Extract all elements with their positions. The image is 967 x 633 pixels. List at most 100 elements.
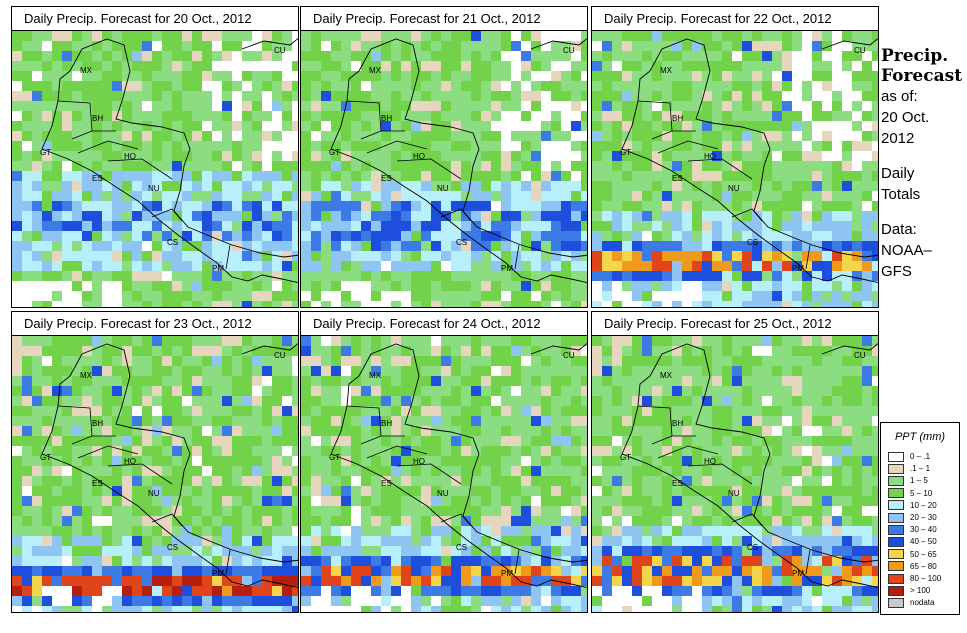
legend-swatch <box>888 488 904 499</box>
map-label-nu: NU <box>437 489 449 498</box>
legend-item: 40 – 50 <box>888 536 937 547</box>
map-label-nu: NU <box>148 184 160 193</box>
legend-label: 10 – 20 <box>910 500 937 510</box>
map-label-cu: CU <box>854 46 866 55</box>
legend-label: 50 – 65 <box>910 549 937 559</box>
sidebar-asof-1: as of: <box>881 88 918 105</box>
map-label-gt: GT <box>620 148 631 157</box>
map-label-cu: CU <box>563 351 575 360</box>
legend-swatch <box>888 463 904 474</box>
map-label-ho: HO <box>704 457 716 466</box>
legend-swatch <box>888 561 904 572</box>
map-label-cu: CU <box>563 46 575 55</box>
sidebar-info: Precip. Forecast as of: 20 Oct. 2012 Dai… <box>881 46 967 282</box>
map-label-cs: CS <box>456 238 467 247</box>
legend-label: 0 – .1 <box>910 452 931 461</box>
legend-label: nodata <box>910 598 935 608</box>
panel-title: Daily Precip. Forecast for 20 Oct., 2012 <box>12 7 298 31</box>
map-label-es: ES <box>381 174 392 183</box>
map-label-nu: NU <box>728 184 740 193</box>
forecast-panel: Daily Precip. Forecast for 25 Oct., 2012… <box>591 311 879 613</box>
legend-item: 1 – 5 <box>888 475 928 486</box>
map-label-cs: CS <box>167 543 178 552</box>
legend-label: .1 – 1 <box>910 464 931 474</box>
legend-swatch <box>888 585 904 596</box>
precip-map: MX CU BH GT HO ES NU CS PM <box>12 31 298 307</box>
map-label-es: ES <box>672 479 683 488</box>
map-label-mx: MX <box>80 371 93 380</box>
forecast-panel: Daily Precip. Forecast for 21 Oct., 2012… <box>300 6 588 308</box>
precip-map: MX CU BH GT HO ES NU CS PM <box>301 31 587 307</box>
precip-map: MX CU BH GT HO ES NU CS PM <box>301 336 587 612</box>
sidebar-totals-1: Daily <box>881 165 915 182</box>
map-label-ho: HO <box>124 152 136 161</box>
map-label-gt: GT <box>329 148 340 157</box>
panel-title: Daily Precip. Forecast for 21 Oct., 2012 <box>301 7 587 31</box>
ppt-legend: PPT (mm) 0 – .1 .1 – 1 1 – 5 5 – 10 10 – 20 2… <box>880 422 960 615</box>
legend-item: > 100 <box>888 585 930 596</box>
map-label-cu: CU <box>854 351 866 360</box>
legend-item: 50 – 65 <box>888 549 937 560</box>
map-label-cu: CU <box>274 351 286 360</box>
legend-label: 5 – 10 <box>910 488 933 498</box>
legend-label: > 100 <box>910 586 931 596</box>
legend-item: .1 – 1 <box>888 463 930 474</box>
map-label-bh: BH <box>92 114 103 123</box>
map-label-mx: MX <box>369 371 382 380</box>
map-label-es: ES <box>92 479 103 488</box>
legend-item: 80 – 100 <box>888 573 941 584</box>
panel-title: Daily Precip. Forecast for 25 Oct., 2012 <box>592 312 878 336</box>
legend-item: 20 – 30 <box>888 512 937 523</box>
map-label-bh: BH <box>381 419 392 428</box>
map-label-pm: PM <box>501 569 513 578</box>
sidebar-asof-2: 20 Oct. <box>881 109 930 126</box>
precip-map: MX CU BH GT HO ES NU CS PM <box>592 336 878 612</box>
forecast-panel: Daily Precip. Forecast for 23 Oct., 2012… <box>11 311 299 613</box>
legend-title: PPT (mm) <box>894 431 946 443</box>
sidebar-asof-3: 2012 <box>881 130 915 147</box>
map-label-mx: MX <box>369 66 382 75</box>
map-label-cs: CS <box>747 543 758 552</box>
map-label-mx: MX <box>660 66 673 75</box>
panel-title: Daily Precip. Forecast for 23 Oct., 2012 <box>12 312 298 336</box>
map-label-ho: HO <box>124 457 136 466</box>
map-label-bh: BH <box>92 419 103 428</box>
map-label-nu: NU <box>437 184 449 193</box>
legend-label: 65 – 80 <box>910 561 937 571</box>
legend-label: 80 – 100 <box>910 574 942 583</box>
sidebar-data-2: NOAA– <box>881 242 932 259</box>
map-label-pm: PM <box>212 264 224 273</box>
legend-swatch <box>888 573 904 584</box>
map-label-ho: HO <box>413 457 425 466</box>
map-label-gt: GT <box>620 453 631 462</box>
map-label-es: ES <box>672 174 683 183</box>
legend-item: 5 – 10 <box>888 488 932 499</box>
legend-swatch <box>888 500 904 511</box>
map-label-ho: HO <box>413 152 425 161</box>
legend-item: 0 – .1 <box>888 451 930 462</box>
legend-item: 65 – 80 <box>888 561 937 572</box>
legend-swatch <box>888 512 904 523</box>
map-label-cs: CS <box>456 543 467 552</box>
map-label-es: ES <box>92 174 103 183</box>
legend-label: 30 – 40 <box>910 525 937 535</box>
legend-item: nodata <box>888 597 934 608</box>
map-label-es: ES <box>381 479 392 488</box>
map-label-cs: CS <box>167 238 178 247</box>
panel-title: Daily Precip. Forecast for 24 Oct., 2012 <box>301 312 587 336</box>
sidebar-title-2: Forecast <box>881 66 963 86</box>
map-label-mx: MX <box>660 371 673 380</box>
legend-swatch <box>888 524 904 535</box>
legend-item: 30 – 40 <box>888 524 937 535</box>
legend-swatch <box>888 597 904 608</box>
panel-title: Daily Precip. Forecast for 22 Oct., 2012 <box>592 7 878 31</box>
map-label-pm: PM <box>792 264 804 273</box>
sidebar-data-3: GFS <box>881 263 912 280</box>
legend-swatch <box>888 549 904 560</box>
map-label-nu: NU <box>728 489 740 498</box>
forecast-panel: Daily Precip. Forecast for 22 Oct., 2012… <box>591 6 879 308</box>
map-label-cu: CU <box>274 46 286 55</box>
map-label-pm: PM <box>212 569 224 578</box>
legend-label: 40 – 50 <box>910 537 937 547</box>
forecast-panel: Daily Precip. Forecast for 24 Oct., 2012… <box>300 311 588 613</box>
